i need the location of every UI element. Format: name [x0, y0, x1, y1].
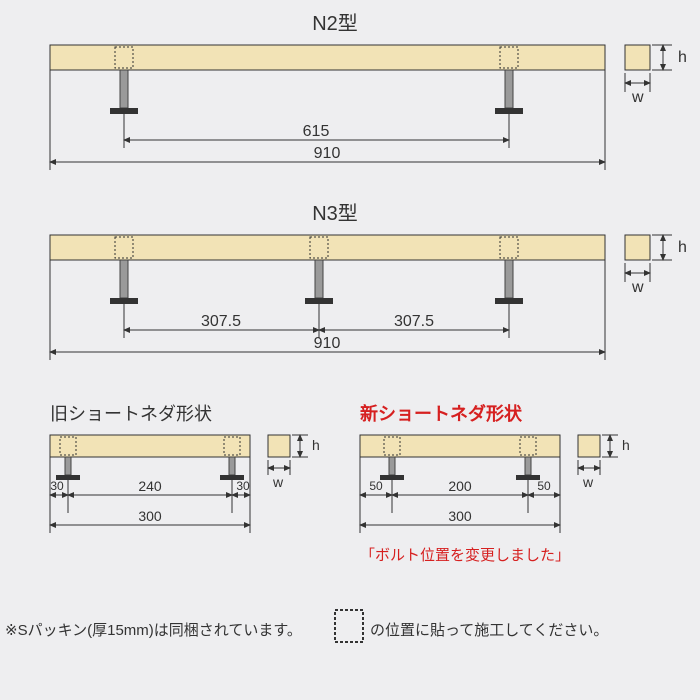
new-short-note: 「ボルト位置を変更しました」: [360, 547, 570, 564]
n2-h: h: [678, 49, 687, 66]
n3-bolt-2: [315, 260, 323, 298]
packing-position-icon: [335, 610, 363, 642]
new-short-beam: [360, 435, 560, 457]
old-short-title: 旧ショートネダ形状: [50, 404, 212, 424]
new-short-edge-r: 50: [537, 479, 551, 493]
n3-bolt-3: [505, 260, 513, 298]
bottom-prefix: ※Sパッキン(厚15mm)は同梱されています。: [5, 622, 302, 639]
n2-bolt-shaft-right: [505, 70, 513, 108]
new-short-bolt-r: [525, 457, 531, 475]
old-short-bolt-r: [229, 457, 235, 475]
n2-span: 615: [303, 123, 330, 140]
new-short-title: 新ショートネダ形状: [360, 403, 523, 424]
bottom-suffix: の位置に貼って施工してください。: [370, 622, 608, 639]
n3-span1: 307.5: [201, 313, 241, 330]
new-short-diagram: 新ショートネダ形状 50 200 50 300 h w 「ボルト位置を変更しまし…: [360, 403, 630, 564]
n2-bolt-shaft-left: [120, 70, 128, 108]
old-short-total: 300: [138, 508, 162, 524]
n3-bolt-1: [120, 260, 128, 298]
n2-total: 910: [314, 145, 341, 162]
n3-total: 910: [314, 335, 341, 352]
n3-title: N3型: [312, 202, 358, 225]
n3-foot-1: [110, 298, 138, 304]
old-short-edge-r: 30: [236, 479, 250, 493]
n3-foot-3: [495, 298, 523, 304]
old-short-edge-l: 30: [50, 479, 64, 493]
technical-diagram: N2型 615 910 h w N3型: [0, 0, 700, 700]
n2-foot-right: [495, 108, 523, 114]
new-short-foot-l: [380, 475, 404, 480]
bottom-note: ※Sパッキン(厚15mm)は同梱されています。 の位置に貼って施工してください。: [5, 610, 608, 642]
n2-cross-section: [625, 45, 650, 70]
n3-h: h: [678, 239, 687, 256]
new-short-span: 200: [448, 478, 472, 494]
n2-title: N2型: [312, 12, 358, 35]
n2-foot-left: [110, 108, 138, 114]
new-short-bolt-l: [389, 457, 395, 475]
old-short-span: 240: [138, 478, 162, 494]
new-short-total: 300: [448, 508, 472, 524]
old-short-cross: [268, 435, 290, 457]
new-short-cross: [578, 435, 600, 457]
old-short-diagram: 旧ショートネダ形状 30 240 30 300 h w: [50, 404, 320, 533]
n2-w: w: [631, 89, 644, 106]
n3-diagram: N3型 307.5 307.5 910 h w: [50, 202, 687, 360]
old-short-h: h: [312, 437, 320, 453]
old-short-beam: [50, 435, 250, 457]
n3-span2: 307.5: [394, 313, 434, 330]
new-short-w: w: [582, 474, 594, 490]
n3-w: w: [631, 279, 644, 296]
n2-diagram: N2型 615 910 h w: [50, 12, 687, 170]
n3-foot-2: [305, 298, 333, 304]
old-short-w: w: [272, 474, 284, 490]
new-short-edge-l: 50: [369, 479, 383, 493]
n3-cross-section: [625, 235, 650, 260]
old-short-bolt-l: [65, 457, 71, 475]
new-short-h: h: [622, 437, 630, 453]
